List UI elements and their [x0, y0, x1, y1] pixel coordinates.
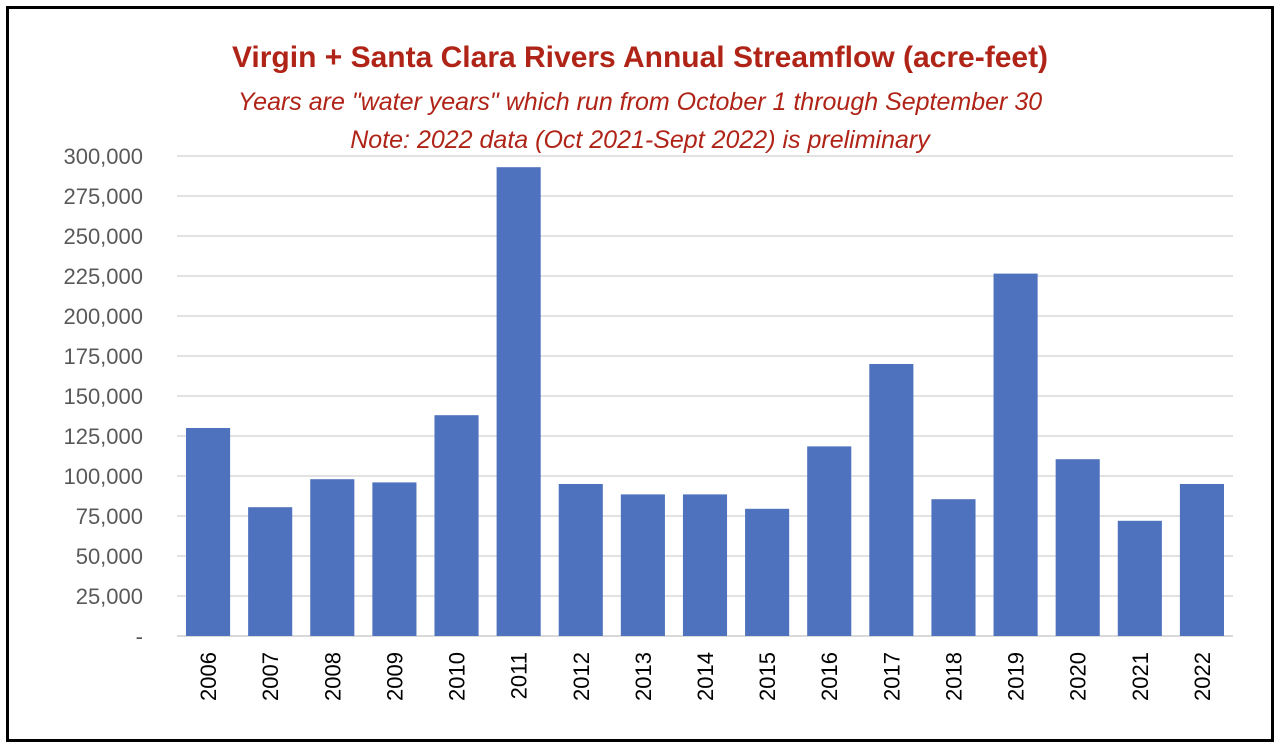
x-tick-label-2018: 2018	[941, 652, 966, 701]
x-tick-label-2008: 2008	[320, 652, 345, 701]
y-tick-label: 200,000	[63, 304, 143, 329]
x-tick-label-2017: 2017	[879, 652, 904, 701]
bars	[186, 167, 1224, 636]
x-tick-label-2011: 2011	[507, 652, 532, 699]
x-tick-label-2007: 2007	[258, 652, 283, 701]
bar-2006	[186, 428, 231, 636]
bar-2012	[558, 484, 603, 636]
x-tick-label-2015: 2015	[755, 652, 780, 701]
chart-subtitle-line-1: Years are "water years" which run from O…	[237, 88, 1043, 116]
bar-2020	[1055, 459, 1100, 636]
y-tick-label: 125,000	[63, 424, 143, 449]
y-axis-tick-labels: - 25,000 50,000 75,000 100,000 125,000 150,000…	[63, 144, 143, 649]
y-tick-label: 225,000	[63, 264, 143, 289]
bar-2016	[807, 446, 852, 636]
x-tick-label-2014: 2014	[693, 652, 718, 701]
bar-2019	[993, 273, 1038, 636]
bar-2022	[1179, 484, 1224, 636]
y-tick-label: 150,000	[63, 384, 143, 409]
y-tick-label: 175,000	[63, 344, 143, 369]
chart-subtitle-line-2: Note: 2022 data (Oct 2021-Sept 2022) is …	[350, 126, 930, 154]
bar-2009	[372, 482, 417, 636]
chart-title: Virgin + Santa Clara Rivers Annual Strea…	[231, 41, 1049, 74]
y-tick-label: 275,000	[63, 184, 143, 209]
x-tick-label-2020: 2020	[1066, 652, 1091, 701]
x-tick-label-2010: 2010	[445, 652, 470, 701]
x-tick-label-2019: 2019	[1004, 652, 1029, 701]
x-axis-tick-labels: 2006 2007 2008 2009 2010 2011 2012 2013 2014 2015…	[196, 652, 1215, 701]
y-tick-label: 250,000	[63, 224, 143, 249]
x-tick-label-2012: 2012	[569, 652, 594, 701]
x-tick-label-2022: 2022	[1190, 652, 1215, 701]
bar-2021	[1117, 520, 1162, 636]
bar-2008	[310, 479, 355, 636]
bar-2013	[620, 494, 665, 636]
x-tick-label-2009: 2009	[382, 652, 407, 701]
bar-2017	[869, 364, 914, 636]
bar-2011	[496, 167, 541, 636]
bar-2007	[248, 507, 293, 636]
x-tick-label-2016: 2016	[817, 652, 842, 701]
y-tick-label: 100,000	[63, 464, 143, 489]
x-tick-label-2013: 2013	[631, 652, 656, 701]
y-tick-label: 25,000	[76, 584, 143, 609]
bar-2018	[931, 499, 976, 636]
bar-2015	[745, 508, 790, 636]
y-tick-label: -	[136, 624, 143, 649]
bar-2010	[434, 415, 479, 636]
x-tick-label-2021: 2021	[1128, 652, 1153, 701]
y-tick-label: 75,000	[76, 504, 143, 529]
x-tick-label-2006: 2006	[196, 652, 221, 701]
y-tick-label: 300,000	[63, 144, 143, 169]
bar-2014	[682, 494, 728, 636]
y-tick-label: 50,000	[76, 544, 143, 569]
